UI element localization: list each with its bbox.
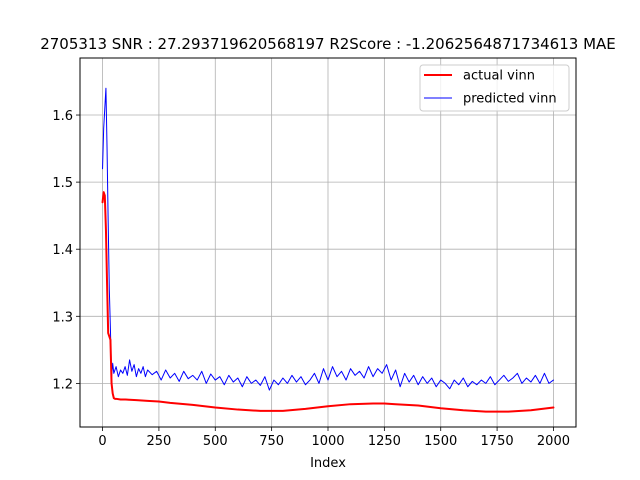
x-tick-label: 1750 — [481, 434, 514, 449]
x-tick-label: 2000 — [537, 434, 570, 449]
y-tick-label: 1.4 — [52, 243, 73, 258]
x-tick-label: 0 — [98, 434, 106, 449]
legend: actual vinn predicted vinn — [419, 64, 570, 112]
y-axis: 1.2 1.3 1.4 1.5 1.6 — [52, 109, 80, 392]
series-group — [101, 87, 555, 413]
x-tick-label: 750 — [259, 434, 284, 449]
x-tick-label: 250 — [146, 434, 171, 449]
chart-title: 2705313 SNR : 27.293719620568197 R2Score… — [40, 35, 616, 53]
y-tick-label: 1.5 — [52, 176, 73, 191]
legend-label: predicted vinn — [463, 92, 557, 107]
grid-lines — [80, 58, 576, 427]
x-tick-label: 500 — [203, 434, 228, 449]
x-axis: 0 250 500 750 1000 1250 1500 1750 2000 — [98, 427, 570, 449]
x-axis-label: Index — [310, 456, 346, 471]
x-tick-label: 1250 — [368, 434, 401, 449]
series-line-predicted — [102, 87, 554, 391]
x-tick-label: 1500 — [424, 434, 457, 449]
legend-label: actual vinn — [463, 69, 535, 84]
series-line-actual — [101, 191, 555, 413]
y-tick-label: 1.3 — [52, 310, 73, 325]
legend-box — [419, 64, 570, 112]
x-tick-label: 1000 — [311, 434, 344, 449]
y-tick-label: 1.6 — [52, 109, 73, 124]
y-tick-label: 1.2 — [52, 377, 73, 392]
